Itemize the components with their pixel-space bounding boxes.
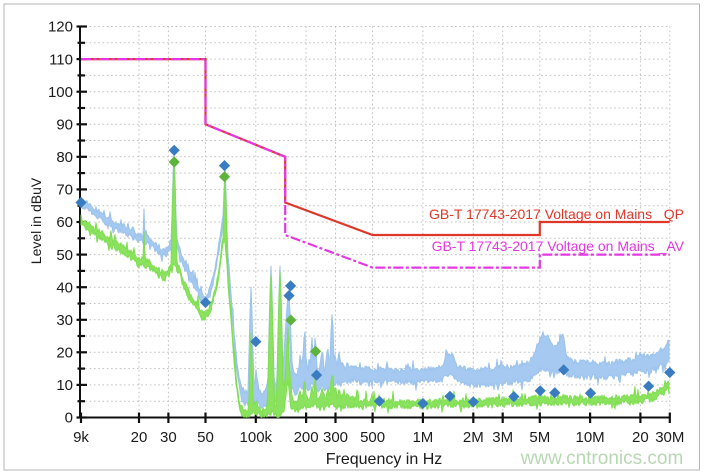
svg-text:20: 20 — [131, 429, 148, 446]
svg-text:80: 80 — [56, 149, 73, 166]
svg-text:200: 200 — [294, 429, 319, 446]
svg-text:90: 90 — [56, 117, 73, 134]
svg-text:100k: 100k — [240, 429, 273, 446]
svg-text:10: 10 — [56, 377, 73, 394]
svg-text:60: 60 — [56, 214, 73, 231]
svg-text:GB-T 17743-2017 Voltage on Mai: GB-T 17743-2017 Voltage on Mains _QP — [429, 206, 684, 222]
svg-text:GB-T 17743-2017 Voltage on Mai: GB-T 17743-2017 Voltage on Mains _AV — [432, 238, 685, 254]
svg-text:1M: 1M — [412, 429, 433, 446]
svg-text:20: 20 — [56, 345, 73, 362]
svg-text:30: 30 — [56, 312, 73, 329]
svg-text:100: 100 — [48, 84, 73, 101]
svg-text:70: 70 — [56, 182, 73, 199]
svg-text:300: 300 — [323, 429, 348, 446]
svg-text:40: 40 — [56, 279, 73, 296]
svg-text:Frequency in Hz: Frequency in Hz — [326, 451, 443, 468]
svg-text:30: 30 — [160, 429, 177, 446]
svg-text:20: 20 — [632, 429, 649, 446]
svg-text:3M: 3M — [492, 429, 513, 446]
svg-text:10M: 10M — [576, 429, 605, 446]
svg-text:www.cntronics.com: www.cntronics.com — [520, 448, 684, 469]
svg-text:2M: 2M — [463, 429, 484, 446]
svg-text:30M: 30M — [655, 429, 684, 446]
svg-text:110: 110 — [49, 51, 73, 68]
svg-text:500: 500 — [360, 429, 385, 446]
svg-text:0: 0 — [65, 410, 73, 427]
svg-text:50: 50 — [56, 247, 73, 264]
svg-text:50: 50 — [197, 429, 214, 446]
svg-text:9k: 9k — [73, 429, 89, 446]
svg-text:Level in dBuV: Level in dBuV — [28, 177, 44, 264]
svg-text:5M: 5M — [529, 429, 550, 446]
svg-text:120: 120 — [48, 19, 73, 36]
